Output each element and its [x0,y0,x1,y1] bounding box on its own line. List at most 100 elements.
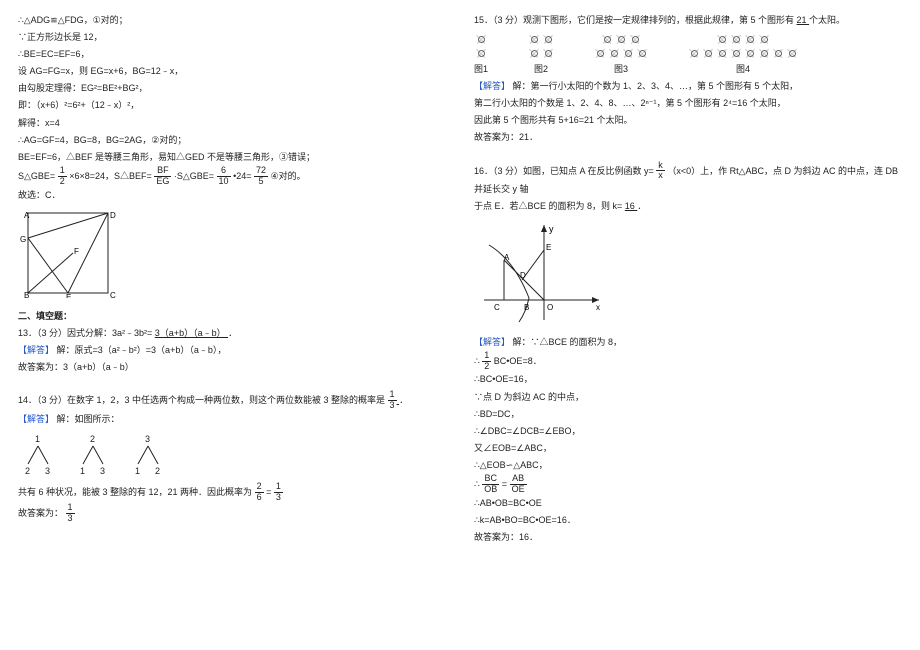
q16-line2: 于点 E．若△BCE 的面积为 8，则 k= 16 ． [474,198,902,215]
line: 故答案为： 13 [18,503,446,524]
line: ∴k=AB•BO=BC•OE=16． [474,512,902,529]
line: ∴AB•OB=BC•OE [474,495,902,512]
answer-underline: 21 [797,15,810,25]
answer-underline: 13 [388,395,400,405]
svg-text:B: B [524,303,529,312]
fraction: BCOB [482,474,499,495]
fraction: 725 [254,166,268,187]
fraction: 13 [388,390,397,411]
text: 个太阳。 [809,15,845,25]
text: ． [399,395,408,405]
svg-text:2: 2 [155,466,160,476]
line: 即：（x+6）²=6²+（12﹣x）²， [18,97,446,114]
solution: 【解答】 解：第一行小太阳的个数为 1、2、3、4、…，第 5 个图形有 5 个… [474,78,902,95]
sun-fig-2: 图2 [528,33,554,78]
fig-label: 图1 [474,61,488,78]
fraction: 13 [274,482,283,503]
fraction: ABOE [510,474,527,495]
sun-pattern-figure: 图1 图2 图3 图4 [474,33,902,78]
fraction: 610 [217,166,231,187]
text: 16．（3 分）如图，已知点 A 在反比例函数 y= [474,165,654,175]
text: = [502,479,507,489]
svg-text:E: E [66,293,71,298]
text: = [266,487,271,497]
text: 于点 E．若△BCE 的面积为 8，则 k= [474,201,625,211]
text: •24= [233,171,251,181]
line: ∴ 12 BC•OE=8． [474,351,902,372]
left-column: ∴△ADG≌△FDG，①对的； ∵正方形边长是 12， ∴BE=EC=EF=6，… [18,12,446,546]
svg-text:y: y [549,224,554,234]
svg-text:2: 2 [90,434,95,444]
sun-fig-4: 图4 [688,33,798,78]
text: ④对的。 [271,171,306,181]
solution: 【解答】 解：如图所示： [18,411,446,428]
line: ∴AG=GF=4，BG=8，BG=2AG，②对的； [18,132,446,149]
tree-diagram: 1 23 2 13 3 12 [18,432,178,478]
text: S△GBE= [18,171,55,181]
text: ∴ [474,479,480,489]
q13: 13．（3 分）因式分解：3a²﹣3b²= 3（a+b）（a﹣b） ． [18,325,446,342]
section-title: 二、填空题： [18,308,446,325]
right-column: 15．（3 分）观测下图形，它们是按一定规律排列的，根据此规律，第 5 个图形有… [474,12,902,546]
answer-tag: 【解答】 [18,414,54,424]
q14: 14．（3 分）在数字 1，2，3 中任选两个构成一种两位数，则这个两位数能被 … [18,390,446,411]
line: ∴∠DBC=∠DCB=∠EBO， [474,423,902,440]
text: 故答案为： [18,508,63,518]
fraction: 12 [58,166,67,187]
square-figure: A D G B E C F [18,208,118,298]
line: ∵正方形边长是 12， [18,29,446,46]
svg-text:1: 1 [35,434,40,444]
svg-text:3: 3 [145,434,150,444]
line: ∴BD=DC， [474,406,902,423]
line: 解得：x=4 [18,115,446,132]
svg-text:E: E [546,243,551,252]
fraction: 26 [255,482,264,503]
solution: 【解答】 解：原式=3（a²﹣b²）=3（a+b）（a﹣b）， [18,342,446,359]
sun-fig-3: 图3 [594,33,648,78]
fig-label: 图2 [534,61,548,78]
line: ∴△EOB∽△ABC， [474,457,902,474]
svg-text:C: C [494,303,500,312]
answer-tag: 【解答】 [18,345,54,355]
line: ∴ BCOB = ABOE [474,474,902,495]
sun-icon [475,33,487,45]
answer-tag: 【解答】 [474,81,510,91]
fraction: BFEG [154,166,171,187]
sun-icon [475,47,487,59]
text: ． [637,201,646,211]
hyperbola-figure: y x O A E C D B [474,220,604,330]
line: 故答案为：21． [474,129,902,146]
line: 第二行小太阳的个数是 1、2、4、8、…、2ⁿ⁻¹，第 5 个图形有 2⁴=16… [474,95,902,112]
fig-label: 图3 [614,61,628,78]
svg-text:D: D [110,211,116,220]
q15: 15．（3 分）观测下图形，它们是按一定规律排列的，根据此规律，第 5 个图形有… [474,12,902,29]
sun-fig-1: 图1 [474,33,488,78]
svg-text:x: x [596,303,600,312]
svg-text:1: 1 [80,466,85,476]
line: ∵点 D 为斜边 AC 的中点， [474,389,902,406]
text: 解：如图所示： [57,414,120,424]
text: 15．（3 分）观测下图形，它们是按一定规律排列的，根据此规律，第 5 个图形有 [474,15,797,25]
line: 设 AG=FG=x，则 EG=x+6，BG=12﹣x， [18,63,446,80]
text: ·S△GBE= [174,171,214,181]
line: 又∠EOB=∠ABC， [474,440,902,457]
q16: 16．（3 分）如图，已知点 A 在反比例函数 y= kx （x<0）上，作 R… [474,161,902,199]
fraction: 12 [482,351,491,372]
line: 由勾股定理得：EG²=BE²+BG²， [18,80,446,97]
line: 故选：C． [18,187,446,204]
svg-text:1: 1 [135,466,140,476]
text: 14．（3 分）在数字 1，2，3 中任选两个构成一种两位数，则这个两位数能被 … [18,395,388,405]
svg-text:D: D [520,271,526,280]
text: 解：第一行小太阳的个数为 1、2、3、4、…，第 5 个图形有 5 个太阳， [513,81,799,91]
solution: 【解答】 解：∵△BCE 的面积为 8， [474,334,902,351]
svg-text:G: G [20,235,26,244]
svg-text:A: A [24,211,30,220]
text: ×6×8=24，S△BEF= [69,171,152,181]
line: 因此第 5 个图形共有 5+16=21 个太阳。 [474,112,902,129]
line: ∴△ADG≌△FDG，①对的； [18,12,446,29]
text: 13．（3 分）因式分解：3a²﹣3b²= [18,328,155,338]
text: BC•OE=8． [494,355,542,365]
line: 故答案为：3（a+b）（a﹣b） [18,359,446,376]
text: ． [228,328,237,338]
svg-text:3: 3 [100,466,105,476]
